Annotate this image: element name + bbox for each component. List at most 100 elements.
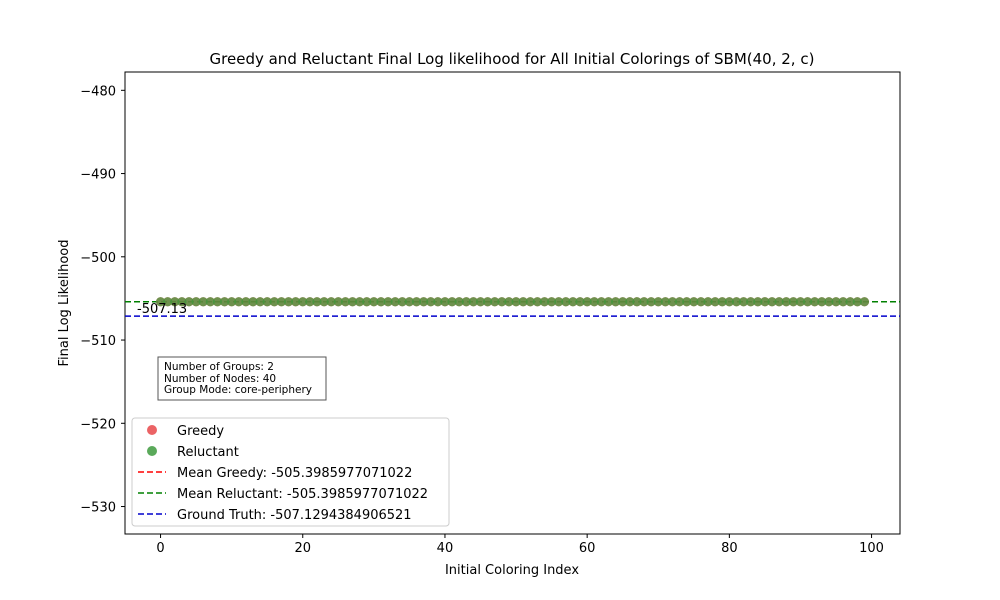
reluctant-point — [802, 297, 813, 307]
info-box: Number of Groups: 2 Number of Nodes: 40 … — [157, 356, 327, 401]
reluctant-point — [454, 297, 464, 307]
reluctant-point — [618, 297, 628, 307]
reluctant-point — [333, 297, 343, 307]
reluctant-point — [269, 297, 279, 307]
reluctant-point — [717, 297, 727, 307]
reluctant-point — [703, 297, 713, 307]
x-tick-label: 20 — [294, 541, 311, 556]
reluctant-point — [248, 297, 258, 307]
reluctant-point — [404, 297, 415, 307]
info-box-frame — [157, 356, 327, 401]
reluctant-point — [255, 297, 265, 307]
reluctant-point — [490, 297, 500, 307]
x-tick-label: 100 — [859, 541, 884, 556]
reluctant-point — [852, 297, 862, 307]
reluctant-point — [440, 297, 450, 307]
reluctant-point — [795, 297, 806, 307]
legend-reluctant-marker — [147, 446, 157, 456]
reluctant-point — [475, 297, 486, 307]
y-tick-label: −530 — [80, 501, 116, 516]
reluctant-point — [426, 297, 436, 307]
reluctant-point — [824, 297, 834, 307]
reluctant-point — [347, 297, 358, 307]
legend-greedy-label: Greedy — [177, 424, 224, 439]
reluctant-point — [177, 297, 187, 307]
reluctant-point — [767, 297, 777, 307]
reluctant-point — [397, 297, 407, 307]
ground-truth-annotation: -507.13 — [137, 302, 187, 317]
reluctant-point — [355, 297, 365, 307]
reluctant-point — [390, 297, 400, 307]
reluctant-point — [781, 297, 791, 307]
reluctant-point — [376, 297, 386, 307]
reluctant-point — [219, 297, 230, 307]
reluctant-point — [205, 297, 215, 307]
reluctant-point — [810, 297, 820, 307]
reluctant-point — [646, 297, 656, 307]
reluctant-point — [383, 297, 393, 307]
reluctant-point — [212, 297, 223, 307]
reluctant-point — [859, 297, 870, 307]
reluctant-point — [312, 297, 322, 307]
x-tick-label: 60 — [579, 541, 596, 556]
reluctant-point — [191, 297, 201, 307]
legend-frame — [131, 417, 450, 527]
x-tick-label: 80 — [721, 541, 738, 556]
reluctant-point — [689, 297, 699, 307]
reluctant-point — [738, 297, 749, 307]
reluctant-point — [561, 297, 571, 307]
reluctant-point — [419, 297, 429, 307]
reluctant-point — [753, 297, 763, 307]
reluctant-point — [817, 297, 827, 307]
reluctant-point — [234, 297, 244, 307]
reluctant-point — [369, 297, 379, 307]
reluctant-point — [639, 297, 649, 307]
reluctant-point — [582, 297, 592, 307]
legend: Greedy Reluctant Mean Greedy: -505.39859… — [131, 417, 450, 527]
reluctant-point — [788, 297, 798, 307]
reluctant-point — [305, 297, 315, 307]
data-points — [155, 297, 870, 307]
legend-mean-greedy-label: Mean Greedy: -505.3985977071022 — [177, 466, 412, 481]
reluctant-point — [525, 297, 535, 307]
reluctant-point — [532, 297, 542, 307]
reluctant-point — [603, 297, 614, 307]
reluctant-point — [461, 297, 471, 307]
x-tick-label: 0 — [156, 541, 164, 556]
reluctant-point — [667, 297, 678, 307]
reluctant-point — [568, 297, 578, 307]
reluctant-point — [411, 297, 422, 307]
chart-title: Greedy and Reluctant Final Log likelihoo… — [210, 50, 815, 68]
y-tick-label: −490 — [80, 168, 116, 183]
reluctant-point — [845, 297, 855, 307]
reluctant-point — [653, 297, 663, 307]
reluctant-point — [660, 297, 670, 307]
reluctant-point — [539, 297, 550, 307]
reluctant-point — [483, 297, 493, 307]
reluctant-point — [241, 297, 251, 307]
reluctant-point — [319, 297, 329, 307]
reluctant-point — [724, 297, 734, 307]
info-groups: Number of Groups: 2 — [164, 361, 274, 373]
info-group-mode: Group Mode: core-periphery — [164, 384, 312, 396]
reluctant-point — [696, 297, 706, 307]
info-nodes: Number of Nodes: 40 — [164, 373, 276, 385]
reluctant-point — [518, 297, 528, 307]
reluctant-point — [746, 297, 756, 307]
reluctant-point — [276, 297, 287, 307]
legend-ground-truth-label: Ground Truth: -507.1294384906521 — [177, 508, 412, 523]
reluctant-point — [838, 297, 848, 307]
reluctant-point — [760, 297, 770, 307]
reluctant-point — [433, 297, 443, 307]
x-axis-label: Initial Coloring Index — [445, 563, 579, 578]
reluctant-point — [340, 297, 351, 307]
reluctant-point — [831, 297, 841, 307]
reluctant-point — [575, 297, 585, 307]
y-tick-label: −520 — [80, 417, 116, 432]
y-axis-label: Final Log Likelihood — [57, 240, 72, 367]
y-tick-label: −500 — [80, 251, 116, 266]
reluctant-point — [163, 297, 173, 307]
reluctant-point — [625, 297, 635, 307]
legend-greedy-marker — [147, 425, 157, 435]
